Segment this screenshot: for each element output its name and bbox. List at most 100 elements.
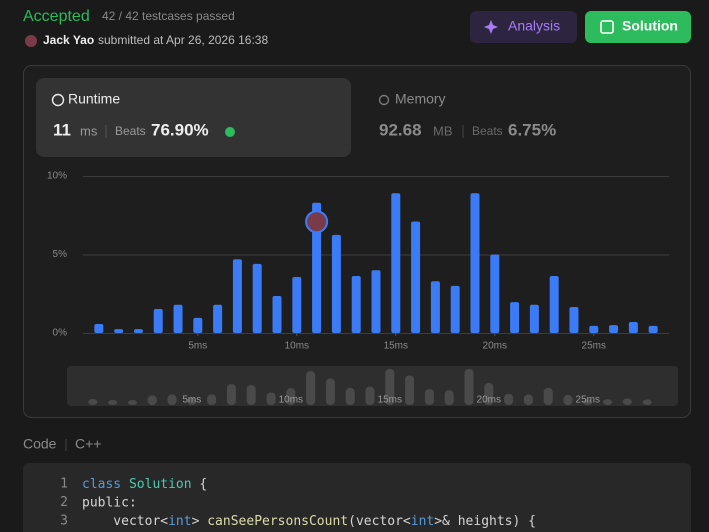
code-token: Solution	[121, 477, 191, 492]
runtime-value: 11	[53, 120, 71, 139]
beats-label: Beats	[115, 124, 146, 138]
overview-bar	[642, 399, 652, 405]
memory-unit: MB	[433, 123, 453, 138]
code-token: >	[192, 514, 208, 529]
bar	[371, 270, 381, 333]
code-line: public:	[82, 495, 137, 510]
user[interactable]: Jack Yao	[43, 33, 94, 47]
memory-label[interactable]: Memory	[395, 91, 446, 107]
code-token: canSeePersonsCount	[207, 514, 348, 529]
runtime-beats: 76.90%	[151, 120, 209, 139]
status: Accepted	[23, 8, 90, 25]
memory-icon	[378, 94, 390, 106]
overview-bar	[127, 400, 137, 405]
bar	[391, 193, 401, 333]
bar	[490, 254, 500, 333]
bar	[609, 325, 619, 333]
language: C++	[75, 436, 101, 452]
overview-tick-label: 20ms	[477, 395, 501, 406]
overview-bar	[563, 395, 573, 405]
memory-beats: 6.75%	[508, 120, 556, 139]
overview-bar	[444, 390, 454, 405]
overview-bar	[167, 394, 177, 405]
overview-tick-label: 25ms	[576, 395, 600, 406]
runtime-label: Runtime	[68, 91, 120, 107]
bar	[252, 263, 262, 333]
overview-bar	[88, 398, 98, 405]
line-number: 2	[60, 495, 68, 510]
bar	[173, 304, 183, 333]
button-label: Analysis	[508, 18, 560, 34]
overview-bar	[306, 371, 316, 405]
bar	[153, 308, 163, 333]
code-token: class	[82, 477, 121, 492]
overview-bar	[365, 386, 375, 405]
clap-icon	[225, 127, 235, 137]
button-bg	[585, 11, 691, 43]
bar	[589, 325, 599, 333]
bar	[331, 234, 341, 333]
overview-bar	[226, 384, 236, 405]
overview-bar	[207, 394, 217, 405]
bar	[529, 304, 539, 333]
avatar	[25, 35, 37, 47]
button-label: Solution	[622, 18, 678, 34]
overview-bar	[405, 375, 415, 405]
testcases: 42 / 42 testcases passed	[102, 9, 235, 23]
code-token: int	[411, 514, 434, 529]
y-tick-label: 5%	[53, 249, 68, 260]
y-tick-label: 0%	[53, 328, 68, 339]
code-block	[23, 463, 691, 532]
bar	[232, 259, 242, 333]
memory-value: 92.68	[379, 120, 422, 139]
overview-bar	[286, 388, 296, 405]
bar	[114, 329, 124, 333]
clock-icon	[51, 93, 65, 107]
line-number: 3	[60, 514, 68, 529]
button-bg	[470, 11, 577, 43]
overview-tick-label: 5ms	[182, 395, 201, 406]
overview-bar	[543, 387, 553, 405]
runtime-box[interactable]	[36, 78, 351, 157]
bar	[133, 329, 143, 333]
overview-bar	[108, 400, 118, 405]
runtime-unit: ms	[80, 123, 98, 138]
overview-bar	[484, 383, 494, 405]
bar	[549, 276, 559, 333]
code-token: public:	[82, 495, 137, 510]
overview-bar	[464, 368, 474, 405]
analysis-button[interactable]: Analysis	[470, 11, 577, 43]
bar	[272, 295, 282, 333]
bar	[510, 302, 520, 333]
overview-bar	[504, 393, 514, 405]
overview-bar	[266, 392, 276, 405]
code-token: {	[192, 477, 208, 492]
overview-bar	[622, 398, 632, 405]
beats-label: Beats	[472, 124, 503, 138]
bar	[193, 317, 203, 333]
bar	[411, 221, 421, 333]
code-label: Code	[23, 436, 57, 452]
x-tick-label: 20ms	[483, 341, 507, 352]
bar	[648, 325, 658, 333]
submitted: submitted at Apr 26, 2026 16:38	[98, 33, 268, 47]
bar	[628, 322, 638, 333]
overview-tick-label: 10ms	[279, 395, 303, 406]
x-tick-label: 5ms	[188, 341, 207, 352]
overview-bar	[345, 387, 355, 405]
icon	[484, 20, 498, 34]
bar	[292, 276, 302, 333]
bar	[351, 276, 361, 333]
overview-bar	[603, 399, 613, 405]
solution-button[interactable]: Solution	[585, 11, 691, 43]
code-token: int	[168, 514, 191, 529]
x-tick-label: 15ms	[384, 341, 408, 352]
code-token: vector<	[82, 514, 168, 529]
code-line: class Solution {	[82, 477, 207, 492]
x-tick-label: 25ms	[582, 341, 606, 352]
overview-tick-label: 15ms	[378, 395, 402, 406]
bar	[94, 324, 104, 333]
line-number: 1	[60, 477, 68, 492]
bar	[450, 285, 460, 333]
